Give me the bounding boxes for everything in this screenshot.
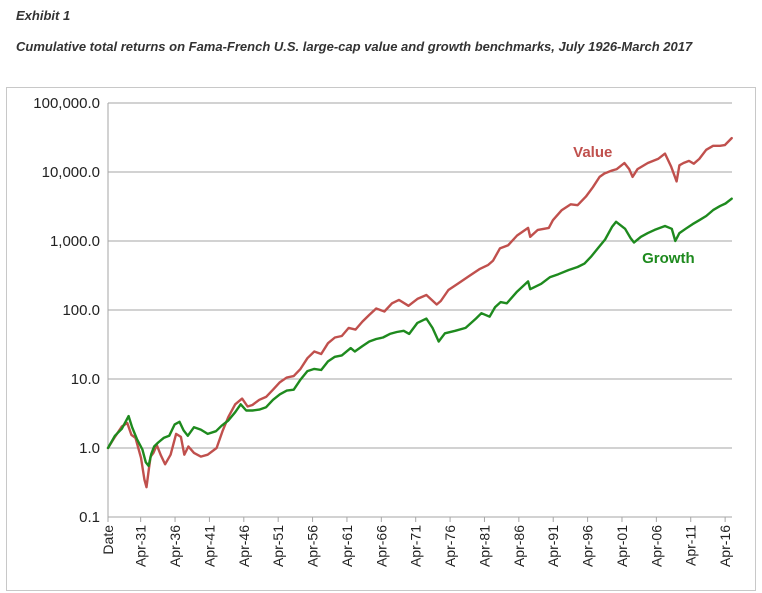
x-tick-label: Apr-36 (167, 525, 183, 567)
series-label-growth: Growth (642, 250, 695, 267)
label-layer: 0.1 1.0 10.0 100.0 1,000.0 10,000.0 100,000.0 D… (33, 95, 733, 567)
chart-title: Cumulative total returns on Fama-French … (16, 39, 693, 54)
x-tick-label: Apr-06 (648, 525, 664, 567)
exhibit-label: Exhibit 1 (16, 8, 71, 23)
x-tick-label: Apr-81 (476, 525, 492, 567)
x-tick-label: Apr-76 (442, 525, 458, 567)
x-tick-label: Apr-86 (511, 525, 527, 567)
y-tick-label: 1,000.0 (50, 233, 100, 250)
y-tick-label: 0.1 (79, 509, 100, 526)
x-tick-label: Apr-66 (373, 525, 389, 567)
series-label-value: Value (573, 144, 612, 161)
x-tick-label: Date (100, 525, 116, 555)
x-tick-label: Apr-01 (614, 525, 630, 567)
x-tick-label: Apr-31 (133, 525, 149, 567)
x-tick-label: Apr-56 (305, 525, 321, 567)
y-tick-label: 10,000.0 (42, 164, 100, 181)
series-line-value (106, 136, 733, 489)
chart-frame: 0.1 1.0 10.0 100.0 1,000.0 10,000.0 100,000.0 D… (6, 87, 756, 591)
x-tick-label: Apr-11 (683, 525, 699, 566)
x-tick-label: Apr-46 (236, 525, 252, 567)
y-tick-label: 10.0 (71, 371, 100, 388)
y-tick-label: 1.0 (79, 440, 100, 457)
x-tick-label: Apr-96 (580, 525, 596, 567)
x-tick-label: Apr-71 (408, 525, 424, 567)
x-tick-label: Apr-51 (270, 525, 286, 567)
y-tick-label: 100.0 (62, 302, 100, 319)
y-tick-label: 100,000.0 (33, 95, 100, 112)
grid-layer (107, 102, 732, 522)
series-layer (106, 136, 733, 489)
x-tick-label: Apr-91 (545, 525, 561, 567)
chart-plot: 0.1 1.0 10.0 100.0 1,000.0 10,000.0 100,000.0 D… (33, 95, 733, 567)
x-tick-label: Apr-16 (717, 525, 733, 567)
series-line-growth (106, 197, 733, 468)
x-tick-label: Apr-41 (201, 525, 217, 567)
x-tick-label: Apr-61 (339, 525, 355, 567)
